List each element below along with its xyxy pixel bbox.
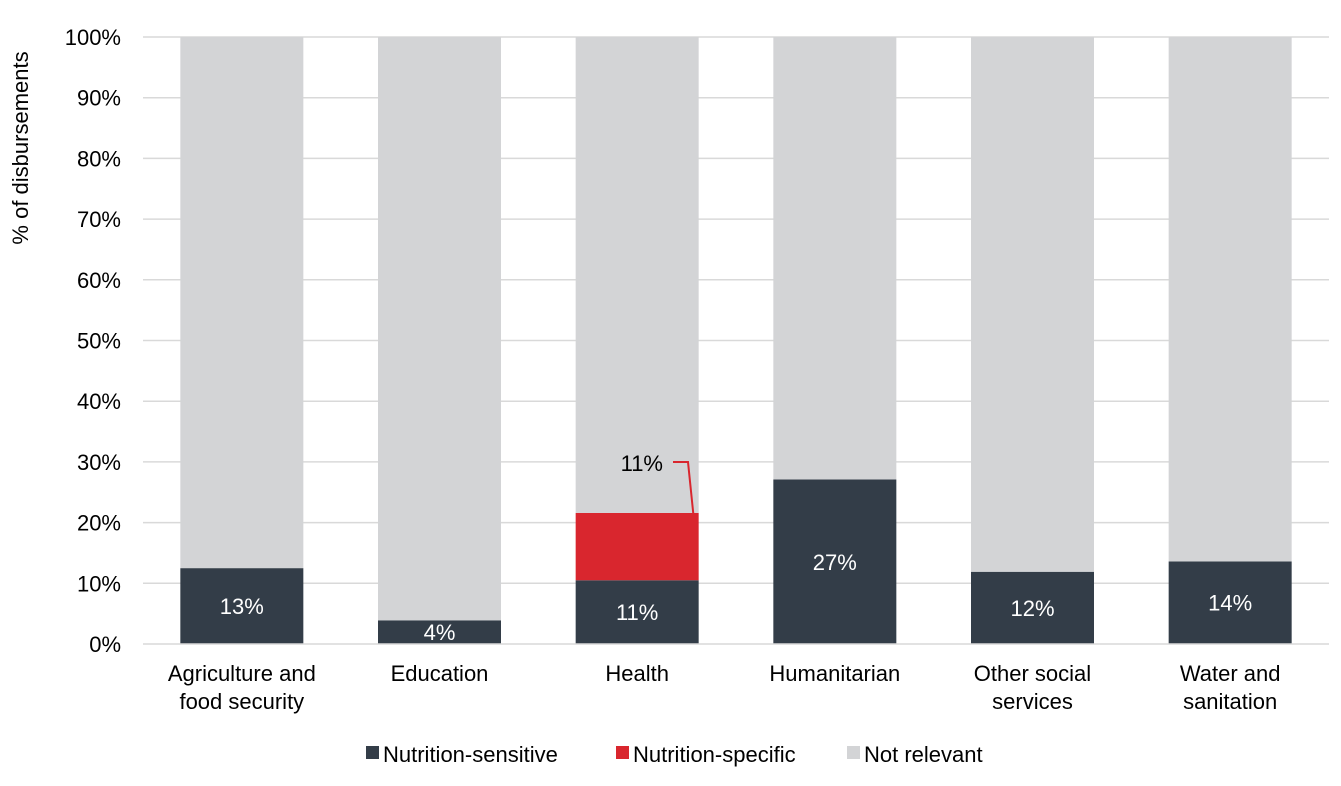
bar-segment: [971, 571, 1094, 644]
y-tick-label: 10%: [77, 571, 121, 596]
bar-segment: [773, 479, 897, 644]
legend-swatch: [847, 746, 860, 759]
bar-segment: [575, 580, 699, 644]
y-tick-label: 20%: [77, 511, 121, 536]
x-tick-label: Health: [605, 661, 669, 686]
data-label: 12%: [1010, 596, 1054, 621]
x-tick-label: Education: [391, 661, 489, 686]
y-tick-label: 60%: [77, 268, 121, 293]
bar-segment: [773, 37, 897, 480]
x-tick-label: Water and: [1180, 661, 1281, 686]
y-tick-label: 40%: [77, 389, 121, 414]
callout-data-label: 11%: [621, 451, 663, 476]
bars: [180, 37, 1292, 644]
data-label: 14%: [1208, 591, 1252, 616]
y-tick-label: 0%: [89, 632, 121, 657]
legend-label: Not relevant: [864, 742, 983, 767]
x-tick-label: services: [992, 689, 1073, 714]
y-axis-label: % of disbursements: [8, 51, 33, 244]
y-tick-label: 70%: [77, 207, 121, 232]
bar-segment: [378, 37, 501, 621]
x-tick-label: sanitation: [1183, 689, 1277, 714]
data-labels: 13% 4% 11% 27% 12% 14% 11%: [220, 451, 1252, 645]
y-tick-label: 90%: [77, 86, 121, 111]
bar-segment: [971, 37, 1094, 572]
bar-segment: [1168, 37, 1292, 562]
data-label: 11%: [616, 600, 658, 625]
y-tick-label: 80%: [77, 146, 121, 171]
gridlines: [143, 36, 1329, 585]
data-label: 4%: [424, 620, 456, 645]
bar-segment: [1168, 561, 1292, 644]
y-tick-label: 30%: [77, 450, 121, 475]
bar-segment: [378, 620, 501, 644]
legend: Nutrition-sensitive Nutrition-specific Not…: [366, 742, 983, 767]
bar-segment: [575, 512, 699, 581]
y-tick-label: 50%: [77, 329, 121, 354]
data-label: 13%: [220, 594, 264, 619]
x-tick-label: Humanitarian: [769, 661, 900, 686]
data-label: 27%: [813, 550, 857, 575]
x-tick-label: Agriculture and: [168, 661, 316, 686]
legend-label: Nutrition-specific: [633, 742, 796, 767]
legend-label: Nutrition-sensitive: [383, 742, 558, 767]
y-tick-label: 100%: [65, 25, 121, 50]
callout-leader-line: [673, 461, 698, 547]
x-tick-label: Other social: [974, 661, 1091, 686]
bar-segment: [180, 37, 304, 569]
axes: 0% 10% 20% 30% 40% 50% 60% 70% 80% 90% 100% Agricul…: [65, 25, 1329, 714]
legend-swatch: [366, 746, 379, 759]
bar-segment: [575, 37, 699, 513]
x-tick-label: food security: [179, 689, 304, 714]
legend-swatch: [616, 746, 629, 759]
bar-segment: [180, 568, 304, 644]
